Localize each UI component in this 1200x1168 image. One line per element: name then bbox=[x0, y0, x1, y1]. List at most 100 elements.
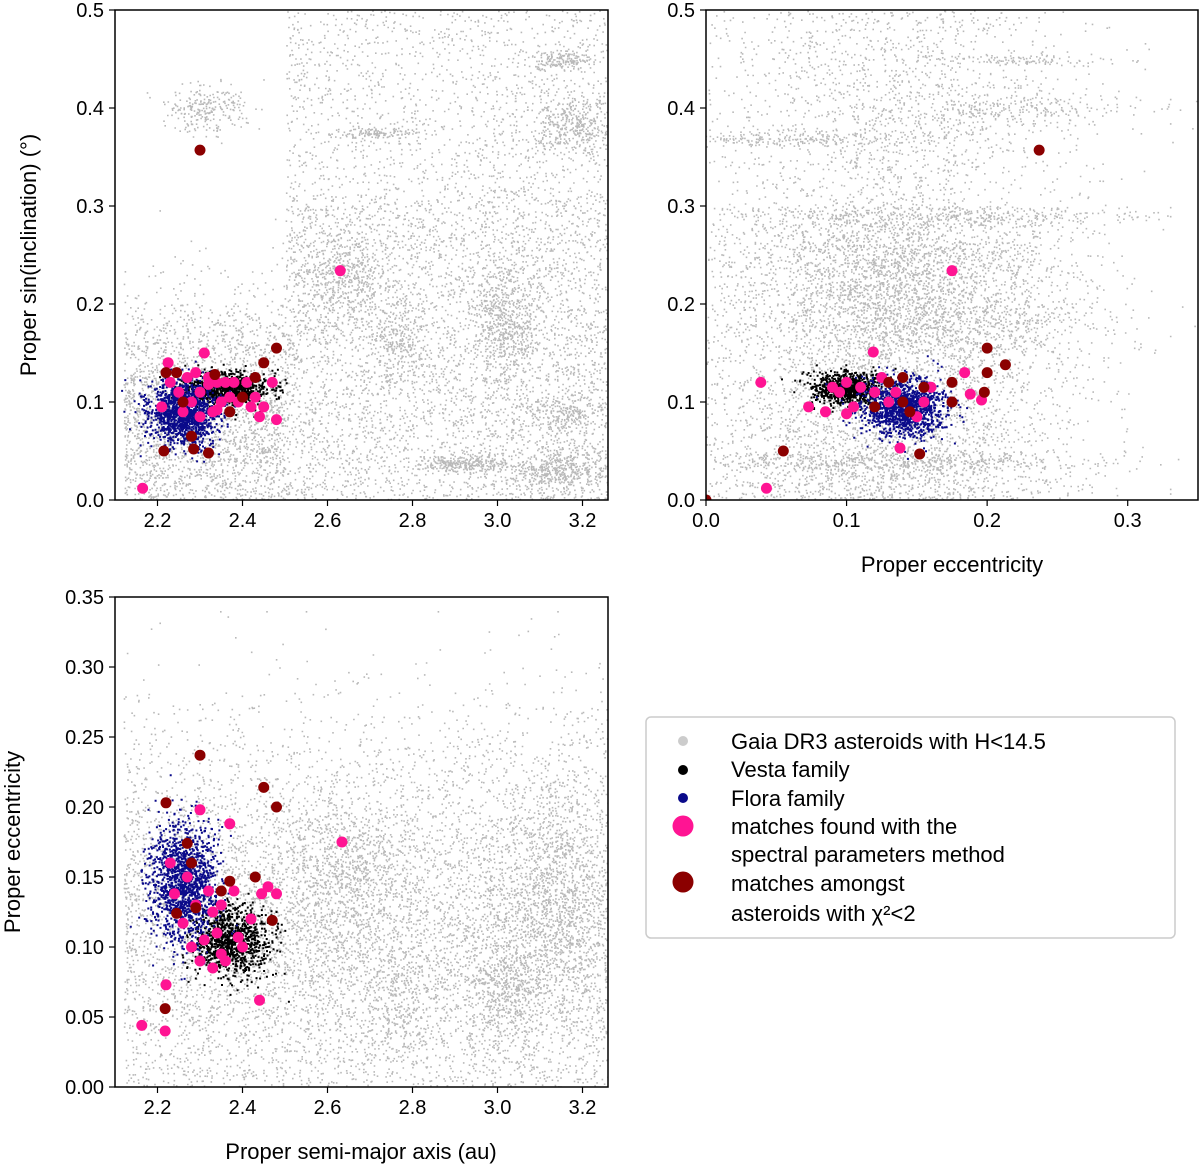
chi2-match-point bbox=[897, 396, 909, 408]
spectral-match-point bbox=[181, 372, 193, 383]
y-tick-label: 0.2 bbox=[76, 294, 104, 316]
chi2-match-point bbox=[897, 372, 909, 383]
chi2-match-point bbox=[258, 357, 270, 369]
x-axis-label: Proper eccentricity bbox=[861, 552, 1043, 577]
spectral-match-point bbox=[855, 381, 867, 393]
spectral-match-point bbox=[207, 962, 219, 974]
legend: Gaia DR3 asteroids with H<14.5 Vesta fam… bbox=[645, 716, 1176, 939]
spectral-match-point bbox=[946, 265, 958, 277]
x-tick-label: 2.4 bbox=[229, 510, 257, 532]
x-tick-label: 2.4 bbox=[229, 1097, 257, 1119]
x-tick-label: 0.1 bbox=[833, 510, 861, 532]
y-tick-label: 0.1 bbox=[76, 392, 104, 414]
y-tick-label: 0.05 bbox=[65, 1007, 104, 1029]
chi2-match-point bbox=[160, 367, 172, 379]
spectral-match-point bbox=[186, 941, 197, 953]
chi2-match-point bbox=[271, 342, 282, 354]
legend-entry-gaia: Gaia DR3 asteroids with H<14.5 bbox=[678, 729, 1046, 754]
spectral-match-point bbox=[834, 386, 846, 398]
y-axis-label: Proper sin(inclination) (°) bbox=[16, 134, 41, 376]
spectral-match-point bbox=[194, 955, 206, 967]
y-tick-label: 0.35 bbox=[65, 587, 104, 609]
chi2-match-point bbox=[271, 801, 282, 813]
chi2-match-point bbox=[999, 359, 1011, 371]
legend-entry-spectral: matches found with the spectral paramete… bbox=[672, 814, 1005, 867]
spectral-match-point bbox=[336, 836, 348, 848]
legend-entry-vesta: Vesta family bbox=[678, 757, 850, 782]
gaia-background-dots bbox=[706, 10, 1198, 500]
chi2-match-point bbox=[914, 448, 926, 460]
spectral-match-point bbox=[959, 367, 971, 379]
x-tick-label: 0.2 bbox=[973, 510, 1001, 532]
x-tick-label: 3.2 bbox=[569, 1097, 597, 1119]
y-tick-label: 0.3 bbox=[76, 196, 104, 218]
x-axis-label: Proper semi-major axis (au) bbox=[225, 1139, 496, 1164]
x-tick-label: 2.6 bbox=[314, 1097, 342, 1119]
spectral-match-point bbox=[254, 411, 265, 423]
legend-label-spectral-line2: spectral parameters method bbox=[731, 842, 1005, 867]
spectral-match-point bbox=[203, 378, 214, 390]
spectral-match-point bbox=[232, 931, 244, 943]
y-tick-label: 0.2 bbox=[667, 294, 695, 316]
ticks: 0.0 0.1 0.2 0.3 0.0 0.1 0.2 0.3 0.4 0.5 bbox=[667, 0, 1141, 532]
chi2-match-point bbox=[171, 367, 183, 379]
chi2-match-point bbox=[249, 372, 261, 383]
ticks: 2.2 2.4 2.6 2.8 3.0 3.2 0.00 0.05 0.10 0.15 0.20 0.… bbox=[65, 587, 596, 1119]
chi2-match-point bbox=[706, 494, 712, 500]
chi2-match-point bbox=[946, 396, 958, 408]
chi2-match-point bbox=[978, 386, 990, 398]
x-tick-label: 3.2 bbox=[569, 510, 597, 532]
y-axis-label: Proper eccentricity bbox=[0, 751, 25, 933]
chi2-match-point bbox=[904, 406, 916, 418]
chi2-match-point bbox=[181, 837, 193, 849]
spectral-match-point bbox=[883, 396, 895, 408]
legend-label-vesta: Vesta family bbox=[731, 757, 850, 782]
spectral-match-point bbox=[841, 376, 853, 388]
chi2-match-point bbox=[266, 914, 278, 926]
spectral-match-point bbox=[964, 388, 976, 400]
chi2-match-point bbox=[159, 1003, 171, 1015]
flora-family-dots bbox=[815, 355, 974, 460]
spectral-match-point bbox=[760, 482, 772, 494]
vesta-scatter bbox=[178, 889, 290, 1003]
spectral-match-point bbox=[256, 888, 268, 900]
spectral-match-point bbox=[848, 401, 860, 413]
spectral-match-point bbox=[271, 414, 282, 426]
y-tick-label: 0.25 bbox=[65, 727, 104, 749]
spectral-match-point bbox=[194, 411, 206, 423]
x-tick-label: 2.2 bbox=[144, 510, 172, 532]
spectral-match-point bbox=[215, 899, 227, 911]
x-tick-label: 2.8 bbox=[399, 1097, 427, 1119]
legend-label-chi2-line1: matches amongst bbox=[731, 871, 905, 896]
spectral-match-point bbox=[228, 376, 240, 388]
chi2-match-point bbox=[215, 885, 227, 897]
chi2-match-point bbox=[1033, 144, 1045, 156]
legend-marker-gaia bbox=[678, 736, 688, 746]
chi2-match-point bbox=[209, 369, 221, 381]
chi2-match-point bbox=[224, 875, 236, 887]
legend-label-spectral-line1: matches found with the bbox=[731, 814, 957, 839]
spectral-match-point bbox=[803, 401, 815, 413]
spectral-match-point bbox=[271, 888, 282, 900]
spectral-match-point bbox=[334, 265, 346, 277]
x-tick-label: 3.0 bbox=[484, 1097, 512, 1119]
chi2-match-point bbox=[186, 430, 197, 442]
match-points bbox=[137, 144, 346, 494]
chi2-match-point bbox=[237, 391, 248, 403]
y-tick-label: 0.4 bbox=[76, 98, 104, 120]
y-tick-label: 0.0 bbox=[667, 490, 695, 512]
background-scatter bbox=[706, 10, 1198, 500]
spectral-match-point bbox=[245, 401, 257, 413]
x-tick-label: 2.6 bbox=[314, 510, 342, 532]
panel-bottom-left: 2.2 2.4 2.6 2.8 3.0 3.2 0.00 0.05 0.10 0.15 0.20 0.… bbox=[0, 587, 609, 1164]
y-tick-label: 0.0 bbox=[76, 490, 104, 512]
spectral-match-point bbox=[241, 376, 253, 388]
chi2-match-point bbox=[194, 144, 206, 156]
y-tick-label: 0.00 bbox=[65, 1077, 104, 1099]
spectral-match-point bbox=[190, 367, 202, 379]
chi2-match-point bbox=[224, 406, 236, 418]
spectral-match-point bbox=[224, 818, 236, 830]
chi2-match-point bbox=[186, 857, 197, 869]
x-tick-label: 0.0 bbox=[692, 510, 720, 532]
